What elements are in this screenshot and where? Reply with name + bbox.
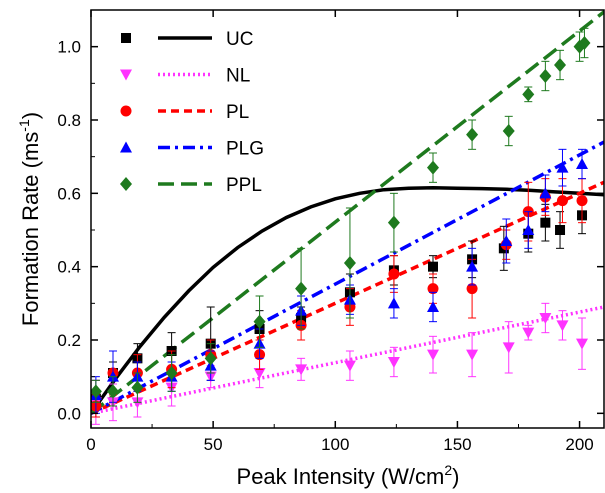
legend-label-pl: PL bbox=[226, 102, 249, 123]
data-point-ppl bbox=[427, 160, 439, 175]
legend-marker-nl bbox=[120, 69, 132, 81]
x-tick-label: 100 bbox=[321, 435, 349, 454]
data-point-ppl bbox=[91, 384, 102, 399]
data-point-plg bbox=[556, 161, 569, 173]
data-point-uc bbox=[428, 261, 438, 272]
fit-line-uc bbox=[91, 186, 604, 415]
fit-line-pl bbox=[91, 180, 604, 415]
data-point-ppl bbox=[578, 36, 591, 50]
data-point-nl bbox=[427, 349, 439, 361]
legend-label-nl: NL bbox=[226, 66, 250, 87]
legend-marker-ppl bbox=[120, 177, 132, 191]
legend-label-ppl: PPL bbox=[226, 175, 262, 196]
x-tick-label: 0 bbox=[86, 435, 95, 454]
data-point-plg bbox=[539, 187, 552, 199]
legend: UC NL PL PLG PPL bbox=[120, 29, 264, 196]
data-point-pl bbox=[576, 195, 588, 207]
legend-marker-pl bbox=[120, 105, 132, 117]
data-point-ppl bbox=[165, 366, 178, 380]
legend-marker-plg bbox=[120, 141, 132, 153]
data-point-pl bbox=[556, 195, 568, 207]
plot-frame bbox=[90, 9, 605, 429]
data-point-nl bbox=[343, 360, 356, 372]
axis-ticks: 0 50 100 150 200 0.0 0.2 0.4 0.6 0.8 1.0 bbox=[57, 9, 604, 454]
data-point-nl bbox=[502, 342, 515, 354]
data-point-ppl bbox=[554, 58, 567, 72]
data-point-ppl bbox=[131, 380, 144, 395]
y-tick-label: 0.0 bbox=[57, 404, 81, 423]
x-tick-label: 150 bbox=[443, 435, 471, 454]
data-point-pl bbox=[427, 283, 439, 295]
data-point-plg bbox=[466, 260, 479, 272]
x-tick-label: 50 bbox=[204, 435, 223, 454]
data-point-ppl bbox=[387, 215, 400, 230]
data-points bbox=[91, 27, 591, 425]
fit-curves bbox=[91, 10, 604, 416]
fit-line-nl bbox=[91, 305, 604, 416]
data-point-ppl bbox=[522, 87, 535, 102]
data-point-nl bbox=[387, 357, 400, 368]
data-point-ppl bbox=[539, 69, 552, 83]
y-axis-label: Formation Rate (ms-1) bbox=[16, 112, 43, 326]
data-point-plg bbox=[500, 235, 513, 246]
data-point-ppl bbox=[502, 124, 515, 138]
data-point-plg bbox=[387, 297, 400, 309]
data-point-ppl bbox=[466, 127, 479, 142]
legend-label-plg: PLG bbox=[226, 139, 264, 160]
data-point-pl bbox=[388, 268, 400, 280]
data-point-nl bbox=[466, 349, 479, 361]
data-point-nl bbox=[295, 364, 308, 376]
data-point-plg bbox=[576, 158, 589, 169]
y-tick-label: 1.0 bbox=[57, 38, 81, 57]
data-point-nl bbox=[576, 338, 589, 350]
y-tick-label: 0.6 bbox=[57, 184, 81, 203]
data-point-nl bbox=[556, 320, 569, 332]
y-tick-label: 0.2 bbox=[57, 331, 81, 350]
data-point-nl bbox=[522, 327, 535, 339]
data-point-plg bbox=[522, 224, 535, 235]
data-point-ppl bbox=[253, 314, 266, 329]
x-axis-label: Peak Intensity (W/cm2) bbox=[237, 462, 460, 489]
fit-line-plg bbox=[91, 140, 604, 415]
data-point-ppl bbox=[106, 384, 119, 399]
data-point-plg bbox=[427, 301, 439, 312]
fit-line-ppl bbox=[91, 10, 604, 415]
legend-marker-uc bbox=[121, 33, 131, 43]
data-point-nl bbox=[253, 368, 266, 379]
data-point-uc bbox=[555, 225, 566, 235]
data-point-ppl bbox=[204, 351, 217, 366]
y-tick-label: 0.8 bbox=[57, 111, 81, 130]
data-point-pl bbox=[466, 283, 478, 295]
data-point-nl bbox=[539, 313, 552, 324]
data-point-uc bbox=[540, 217, 551, 228]
legend-label-uc: UC bbox=[226, 29, 253, 50]
x-tick-label: 200 bbox=[565, 435, 593, 454]
y-tick-label: 0.4 bbox=[57, 258, 81, 277]
data-point-ppl bbox=[343, 256, 356, 270]
data-point-ppl bbox=[295, 281, 308, 296]
